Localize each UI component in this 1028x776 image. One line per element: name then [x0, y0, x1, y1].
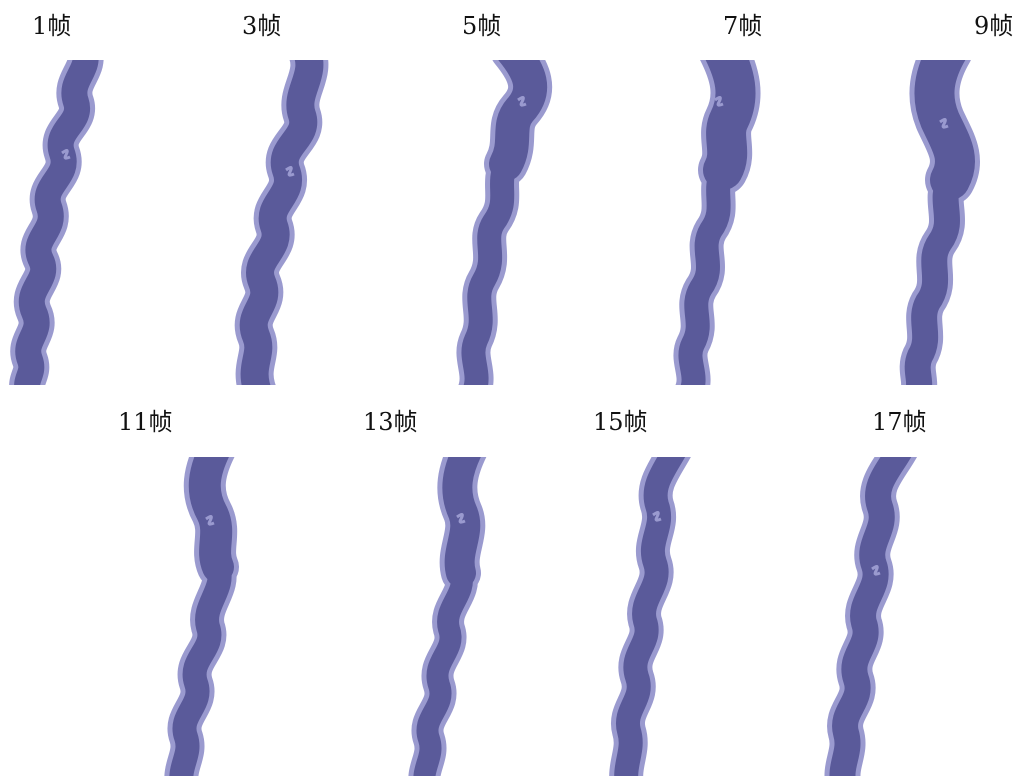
smoke-svg-1: [9, 60, 104, 385]
smoke-image-15: [595, 457, 745, 776]
smoke-fill: [678, 158, 735, 385]
smoke-curl: [714, 95, 724, 107]
frame-label-3: 3帧: [242, 12, 282, 40]
smoke-svg-5: [456, 60, 552, 385]
frame-label-7: 7帧: [723, 12, 763, 40]
smoke-curl: [652, 510, 662, 522]
frame-label-9: 9帧: [974, 12, 1014, 40]
smoke-svg-15: [609, 457, 691, 776]
smoke-fill: [442, 457, 481, 588]
frame-label-13: 13帧: [363, 408, 418, 436]
smoke-image-1: [0, 60, 150, 385]
smoke-svg-7: [673, 60, 761, 385]
smoke-image-17: [810, 457, 960, 776]
smoke-image-3: [210, 60, 360, 385]
smoke-svg-17: [824, 457, 918, 776]
frame-label-1: 1帧: [32, 12, 72, 40]
smoke-image-9: [870, 60, 1028, 385]
smoke-curl: [285, 165, 295, 177]
frame-11: 11帧: [110, 395, 280, 776]
frame-9: 9帧: [870, 0, 1028, 385]
smoke-curl: [61, 148, 71, 160]
smoke-fill: [614, 457, 686, 776]
frame-label-11: 11帧: [118, 408, 173, 436]
smoke-svg-13: [408, 457, 487, 776]
smoke-fill: [489, 60, 547, 181]
frame-label-15: 15帧: [593, 408, 648, 436]
smoke-fill: [188, 457, 234, 583]
frame-label-17: 17帧: [872, 408, 927, 436]
smoke-curl: [939, 117, 949, 129]
smoke-image-5: [430, 60, 580, 385]
smoke-fill: [169, 555, 232, 776]
smoke-curl: [456, 512, 466, 524]
smoke-fill: [461, 152, 518, 385]
smoke-fill: [239, 60, 324, 385]
smoke-fill: [914, 60, 975, 200]
frame-5: 5帧: [430, 0, 580, 385]
smoke-svg-3: [234, 60, 329, 385]
smoke-image-11: [130, 457, 280, 776]
frame-label-5: 5帧: [462, 12, 502, 40]
frame-1: 1帧: [0, 0, 150, 385]
smoke-fill: [904, 167, 963, 385]
frame-17: 17帧: [800, 395, 970, 776]
frame-7: 7帧: [645, 0, 795, 385]
smoke-fill: [14, 60, 99, 385]
smoke-image-13: [375, 457, 525, 776]
smoke-fill: [413, 562, 473, 776]
smoke-curl: [205, 514, 215, 526]
frame-13: 13帧: [355, 395, 525, 776]
smoke-curl: [871, 564, 881, 576]
frame-15: 15帧: [575, 395, 745, 776]
smoke-svg-11: [164, 457, 239, 776]
smoke-image-7: [645, 60, 795, 385]
smoke-svg-9: [899, 60, 980, 385]
frame-3: 3帧: [210, 0, 360, 385]
smoke-curl: [517, 95, 527, 107]
smoke-fill: [829, 457, 912, 776]
smoke-fill: [703, 60, 756, 190]
